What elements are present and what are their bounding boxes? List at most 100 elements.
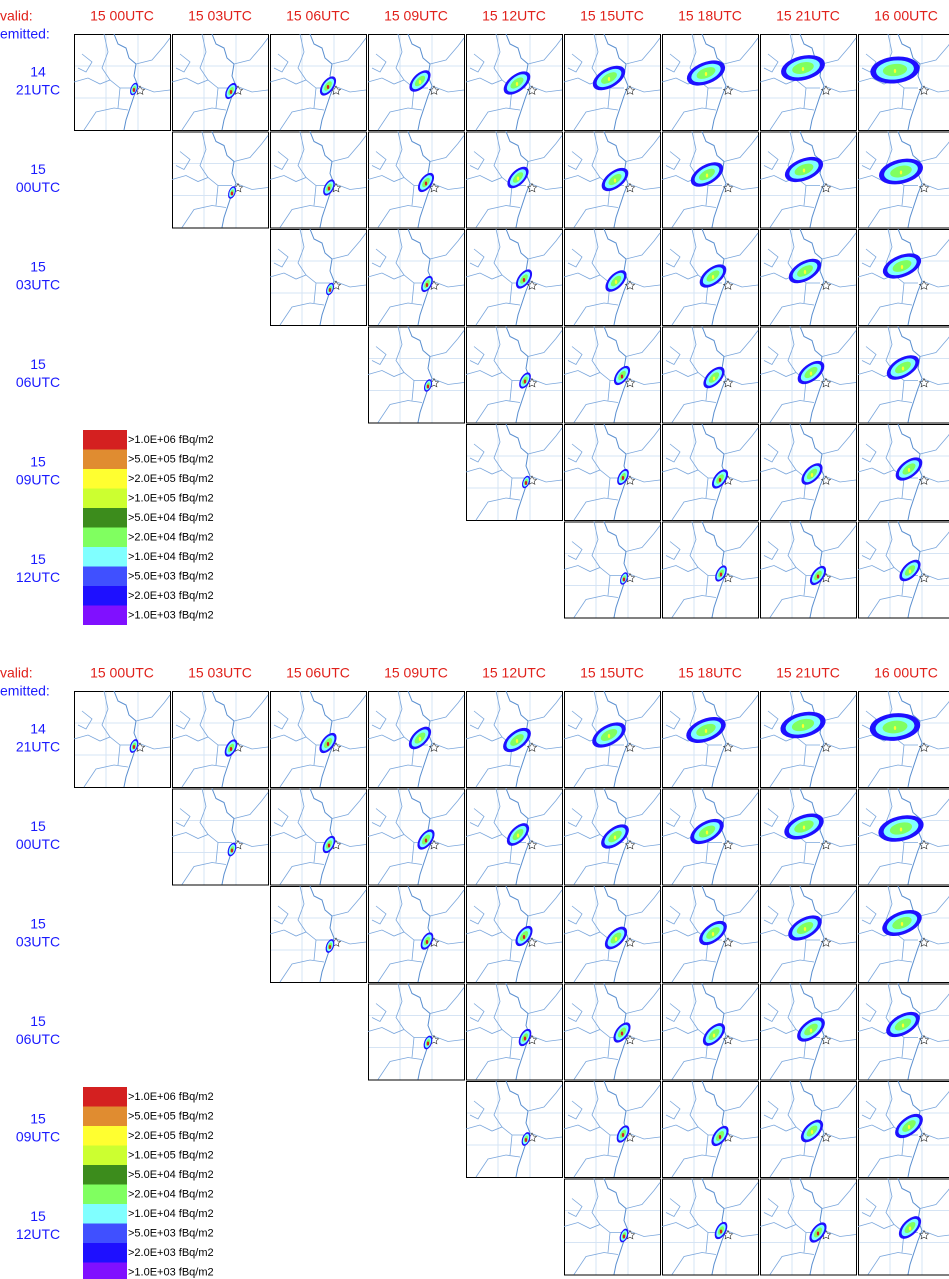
legend-label: >5.0E+03 fBq/m2 — [128, 570, 214, 582]
map-frame — [663, 522, 759, 618]
emission-day: 15 — [30, 259, 46, 275]
valid-time: 15 09UTC — [384, 665, 448, 681]
map-frame — [761, 522, 857, 618]
legend-label: >5.0E+04 fBq/m2 — [128, 512, 214, 524]
valid-time: 15 18UTC — [678, 8, 742, 24]
emission-hour: 21UTC — [16, 82, 60, 98]
map-frame — [271, 132, 367, 228]
map-thumbnail — [760, 789, 857, 886]
map-frame — [271, 887, 367, 983]
map-frame — [467, 1082, 563, 1178]
plume — [719, 478, 721, 482]
legend-swatch — [83, 606, 127, 626]
plume — [425, 839, 427, 843]
map-thumbnail — [760, 132, 857, 229]
plume — [426, 940, 428, 944]
map-thumbnail — [564, 984, 661, 1081]
plume — [623, 1235, 625, 1239]
map-thumbnail — [662, 132, 759, 229]
map-frame — [761, 789, 857, 885]
plume — [909, 1227, 911, 1231]
map-frame — [271, 35, 367, 131]
emission-day: 15 — [30, 1111, 46, 1127]
map-frame — [75, 692, 171, 788]
legend-swatch — [83, 469, 127, 489]
map-frame — [369, 327, 465, 423]
map-thumbnail — [368, 691, 465, 788]
map-frame — [859, 35, 949, 131]
map-thumbnail — [564, 132, 661, 229]
map-thumbnail — [858, 789, 949, 886]
map-frame — [761, 692, 857, 788]
plume — [517, 834, 519, 838]
map-frame — [173, 692, 269, 788]
plume — [817, 575, 819, 579]
valid-time: 15 18UTC — [678, 665, 742, 681]
map-frame — [271, 692, 367, 788]
map-frame — [271, 230, 367, 326]
legend-label: >2.0E+05 fBq/m2 — [128, 473, 214, 485]
plume — [713, 1034, 715, 1038]
map-thumbnail — [760, 424, 857, 521]
plume — [525, 1138, 527, 1142]
plume — [230, 90, 232, 94]
plume — [327, 742, 329, 746]
figure: valid:emitted:15 00UTC15 03UTC15 06UTC15… — [0, 0, 949, 1279]
emission-hour: 00UTC — [16, 179, 60, 195]
plume — [427, 1042, 429, 1046]
map-thumbnail — [368, 132, 465, 229]
plume — [615, 280, 617, 284]
plume — [621, 375, 623, 379]
map-thumbnail — [858, 1179, 949, 1276]
map-frame — [369, 230, 465, 326]
plume — [713, 377, 715, 381]
map-thumbnail — [662, 34, 759, 131]
plume — [902, 1024, 904, 1028]
map-thumbnail — [662, 424, 759, 521]
map-thumbnail — [172, 34, 269, 131]
map-thumbnail — [564, 424, 661, 521]
plume — [524, 1037, 526, 1041]
map-thumbnail — [858, 984, 949, 1081]
valid-time: 16 00UTC — [874, 8, 938, 24]
map-thumbnail — [466, 1081, 563, 1178]
valid-time: 15 12UTC — [482, 8, 546, 24]
map-thumbnail — [368, 886, 465, 983]
map-frame — [173, 789, 269, 885]
map-thumbnail — [564, 1081, 661, 1178]
plume — [419, 80, 421, 84]
map-thumbnail — [270, 34, 367, 131]
plume — [524, 380, 526, 384]
plume — [712, 932, 714, 936]
map-thumbnail — [760, 886, 857, 983]
emission-day: 15 — [30, 161, 46, 177]
emission-day: 15 — [30, 916, 46, 932]
plume — [705, 72, 707, 76]
plume — [909, 570, 911, 574]
emission-hour: 06UTC — [16, 1031, 60, 1047]
legend-swatch — [83, 1165, 127, 1185]
valid-time: 15 00UTC — [90, 8, 154, 24]
map-thumbnail — [564, 1179, 661, 1276]
plume — [621, 1032, 623, 1036]
map-frame — [565, 327, 661, 423]
map-thumbnail — [270, 229, 367, 326]
map-thumbnail — [662, 522, 759, 619]
valid-time: 15 12UTC — [482, 665, 546, 681]
panel: valid:emitted:15 00UTC15 03UTC15 06UTC15… — [0, 665, 949, 1279]
legend-label: >5.0E+05 fBq/m2 — [128, 1110, 214, 1122]
map-thumbnail — [466, 886, 563, 983]
plume — [419, 737, 421, 741]
legend-swatch — [83, 528, 127, 548]
plume — [901, 265, 903, 269]
plume — [901, 922, 903, 926]
legend-label: >1.0E+03 fBq/m2 — [128, 609, 214, 621]
map-frame — [859, 230, 949, 326]
emission-day: 14 — [30, 721, 46, 737]
legend-label: >1.0E+04 fBq/m2 — [128, 551, 214, 563]
map-frame — [761, 35, 857, 131]
map-frame — [565, 522, 661, 618]
plume — [327, 85, 329, 89]
valid-time: 15 06UTC — [286, 665, 350, 681]
plume — [720, 573, 722, 577]
